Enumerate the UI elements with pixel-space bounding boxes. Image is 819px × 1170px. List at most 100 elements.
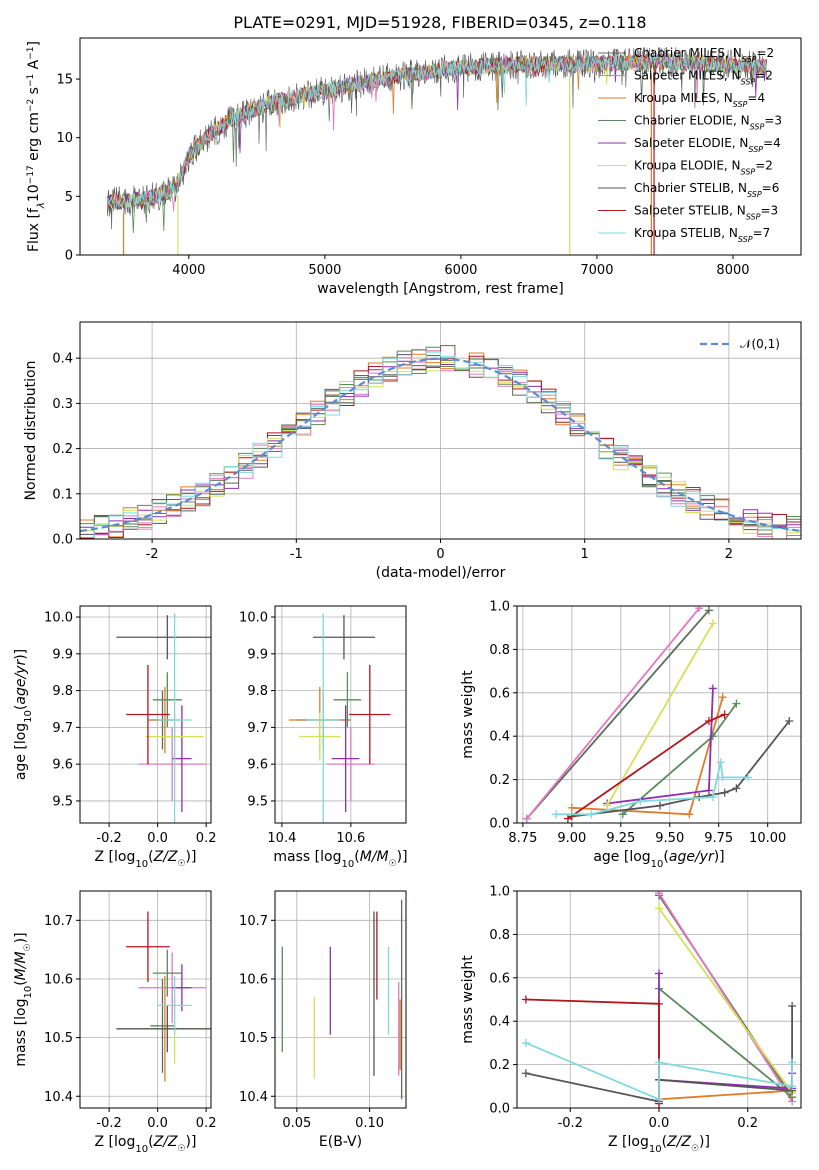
x-tick-label: 9.75	[704, 831, 733, 846]
label-part: )]	[714, 849, 725, 865]
legend-entry: Kroupa STELIB, NSSP=7	[634, 226, 770, 244]
label-part: )]	[186, 849, 197, 865]
x-tick-label: 8.75	[508, 831, 537, 846]
legend-entry: Salpeter ELODIE, NSSP=4	[634, 136, 781, 154]
x-tick-label: 0	[436, 547, 444, 562]
mass-weight-vs-age-panel: 8.75 9.00 9.25 9.50 9.75 10.00 0.0 0.2 0.4 0.6 0.8…	[460, 600, 802, 870]
weight-marker	[655, 904, 663, 913]
x-tick-label: 1	[581, 547, 589, 562]
spectrum-line-0	[106, 53, 768, 211]
weight-marker	[522, 814, 531, 823]
y-tick-label: 0	[65, 249, 73, 264]
weight-marker	[788, 1082, 797, 1091]
weight-line-6	[571, 720, 790, 818]
y-tick-label: 0.1	[52, 487, 73, 502]
label-part: 10	[23, 986, 34, 999]
legend-nssp: 3	[774, 114, 782, 128]
mass-vs-ebv-frame	[274, 890, 407, 1109]
mass-vs-ebv-panel: 0.05 0.10 10.4 10.5 10.6 10.7 E(B-V)	[239, 890, 407, 1150]
y-tick-label: 10.5	[239, 1031, 268, 1046]
mass-vs-z-grid	[80, 891, 211, 1108]
x-label-text: E(B-V)	[319, 1134, 362, 1150]
weight-marker	[785, 717, 794, 726]
weight-line-7	[567, 713, 725, 820]
legend-name: Kroupa MILES	[634, 91, 716, 105]
y-tick-label: 0.0	[52, 533, 73, 548]
y-tick-label: 0.4	[489, 1015, 510, 1030]
mass-weight-vs-z-ticks: -0.2 0.0 0.2 0.0 0.2 0.4 0.6 0.8 1.0	[489, 885, 758, 1132]
label-part: SSP	[742, 55, 757, 64]
spectrum-y-label: Flux [fλ10−17 erg cm−2 s−1 A−1]	[26, 41, 47, 252]
age-vs-mass-panel: 10.4 10.6 9.5 9.6 9.7 9.8 9.9 10.0 mass [log10(M…	[239, 605, 408, 870]
y-tick-label: 10.6	[44, 972, 73, 987]
legend-entry: Salpeter STELIB, NSSP=3	[634, 204, 778, 222]
y-tick-label: 0.3	[52, 397, 73, 412]
weight-marker	[718, 773, 727, 782]
age-vs-z-y-label: age [log10(age/yr)]	[13, 649, 34, 780]
age-vs-z-x-label: Z [log10(Z/Z☉)]	[95, 849, 197, 870]
weight-line-3	[658, 987, 793, 1098]
y-tick-label: 9.5	[52, 794, 73, 809]
mass-vs-z-panel: -0.2 0.0 0.210.410.510.610.7Z [log10(Z/Z☉)…	[13, 890, 216, 1155]
y-label-text: mass weight	[460, 955, 476, 1044]
label-part: ☉	[177, 1144, 185, 1154]
label-part: SSP	[741, 167, 756, 176]
legend-entry: Chabrier MILES, NSSP=2	[634, 46, 774, 64]
x-label-text: (data-model)/error	[376, 565, 506, 581]
y-tick-label: 10.5	[44, 1031, 73, 1046]
label-part: (	[662, 1134, 667, 1150]
age-vs-z-ticks: -0.2 0.0 0.2 9.5 9.6 9.7 9.8 9.9 10.0	[44, 611, 216, 846]
weight-marker	[655, 1095, 663, 1104]
x-tick-label: 0.0	[649, 1116, 670, 1131]
legend-name: Kroupa STELIB	[634, 226, 721, 240]
label-part: age/yr	[13, 659, 29, 705]
label-part: ☉	[177, 859, 185, 869]
label-part: Z/Z	[153, 1134, 178, 1150]
weight-marker	[521, 1038, 530, 1047]
label-part: age/yr	[669, 849, 715, 865]
spectrum-marks	[106, 47, 768, 255]
residuals-legend: 𝒩(0,1)	[700, 337, 780, 351]
weight-marker	[788, 1058, 797, 1067]
legend-name: Salpeter MILES	[634, 69, 724, 83]
weight-line-5	[606, 622, 714, 807]
label-part: SSP	[741, 77, 756, 86]
x-tick-label: 4000	[172, 263, 205, 278]
label-part: ☉	[691, 1144, 699, 1154]
label-part: , N	[730, 181, 747, 195]
x-tick-label: 9.50	[655, 831, 684, 846]
legend-name: Chabrier MILES	[634, 46, 725, 60]
y-tick-label: 15	[56, 73, 73, 88]
mass-weight-vs-z-x-label: Z [log10(Z/Z☉)]	[608, 1134, 710, 1155]
legend-name: Salpeter STELIB	[634, 204, 729, 218]
label-part: 10	[135, 859, 148, 870]
y-label-text: age [log	[13, 723, 29, 780]
x-label-text: mass [log	[273, 849, 341, 865]
label-part: λ	[36, 202, 47, 209]
mass-vs-ebv-grid	[275, 891, 406, 1108]
y-tick-label: 9.7	[52, 721, 73, 736]
mass-weight-vs-age-y-label: mass weight	[460, 670, 476, 759]
y-tick-label: 0.4	[489, 730, 510, 745]
label-part: −2	[26, 99, 36, 112]
age-vs-mass-x-label: mass [log10(M/M☉)]	[273, 849, 407, 870]
label-part: (	[148, 1134, 153, 1150]
legend-entry: 𝒩(0,1)	[740, 337, 780, 351]
mass-vs-z-marks	[116, 911, 211, 1082]
residuals-panel: -2 -1 0 1 2 0.0 0.1 0.2 0.3 0.4 (data-model)/error…	[23, 321, 802, 581]
y-tick-label: 0.8	[489, 643, 510, 658]
label-part: 10	[23, 710, 34, 723]
spectrum-line-1	[106, 53, 768, 212]
label-part: (	[13, 980, 29, 985]
y-tick-label: 1.0	[489, 885, 510, 900]
x-tick-label: 0.0	[147, 831, 168, 846]
weight-line-2	[658, 1089, 793, 1101]
x-tick-label: 5000	[308, 263, 341, 278]
label-part: 10	[341, 859, 354, 870]
x-tick-label: 10.00	[749, 831, 786, 846]
x-tick-label: -0.2	[96, 831, 121, 846]
label-part: SSP	[733, 100, 748, 109]
y-tick-label: 10.0	[44, 611, 73, 626]
x-tick-label: 0.10	[355, 1116, 384, 1131]
